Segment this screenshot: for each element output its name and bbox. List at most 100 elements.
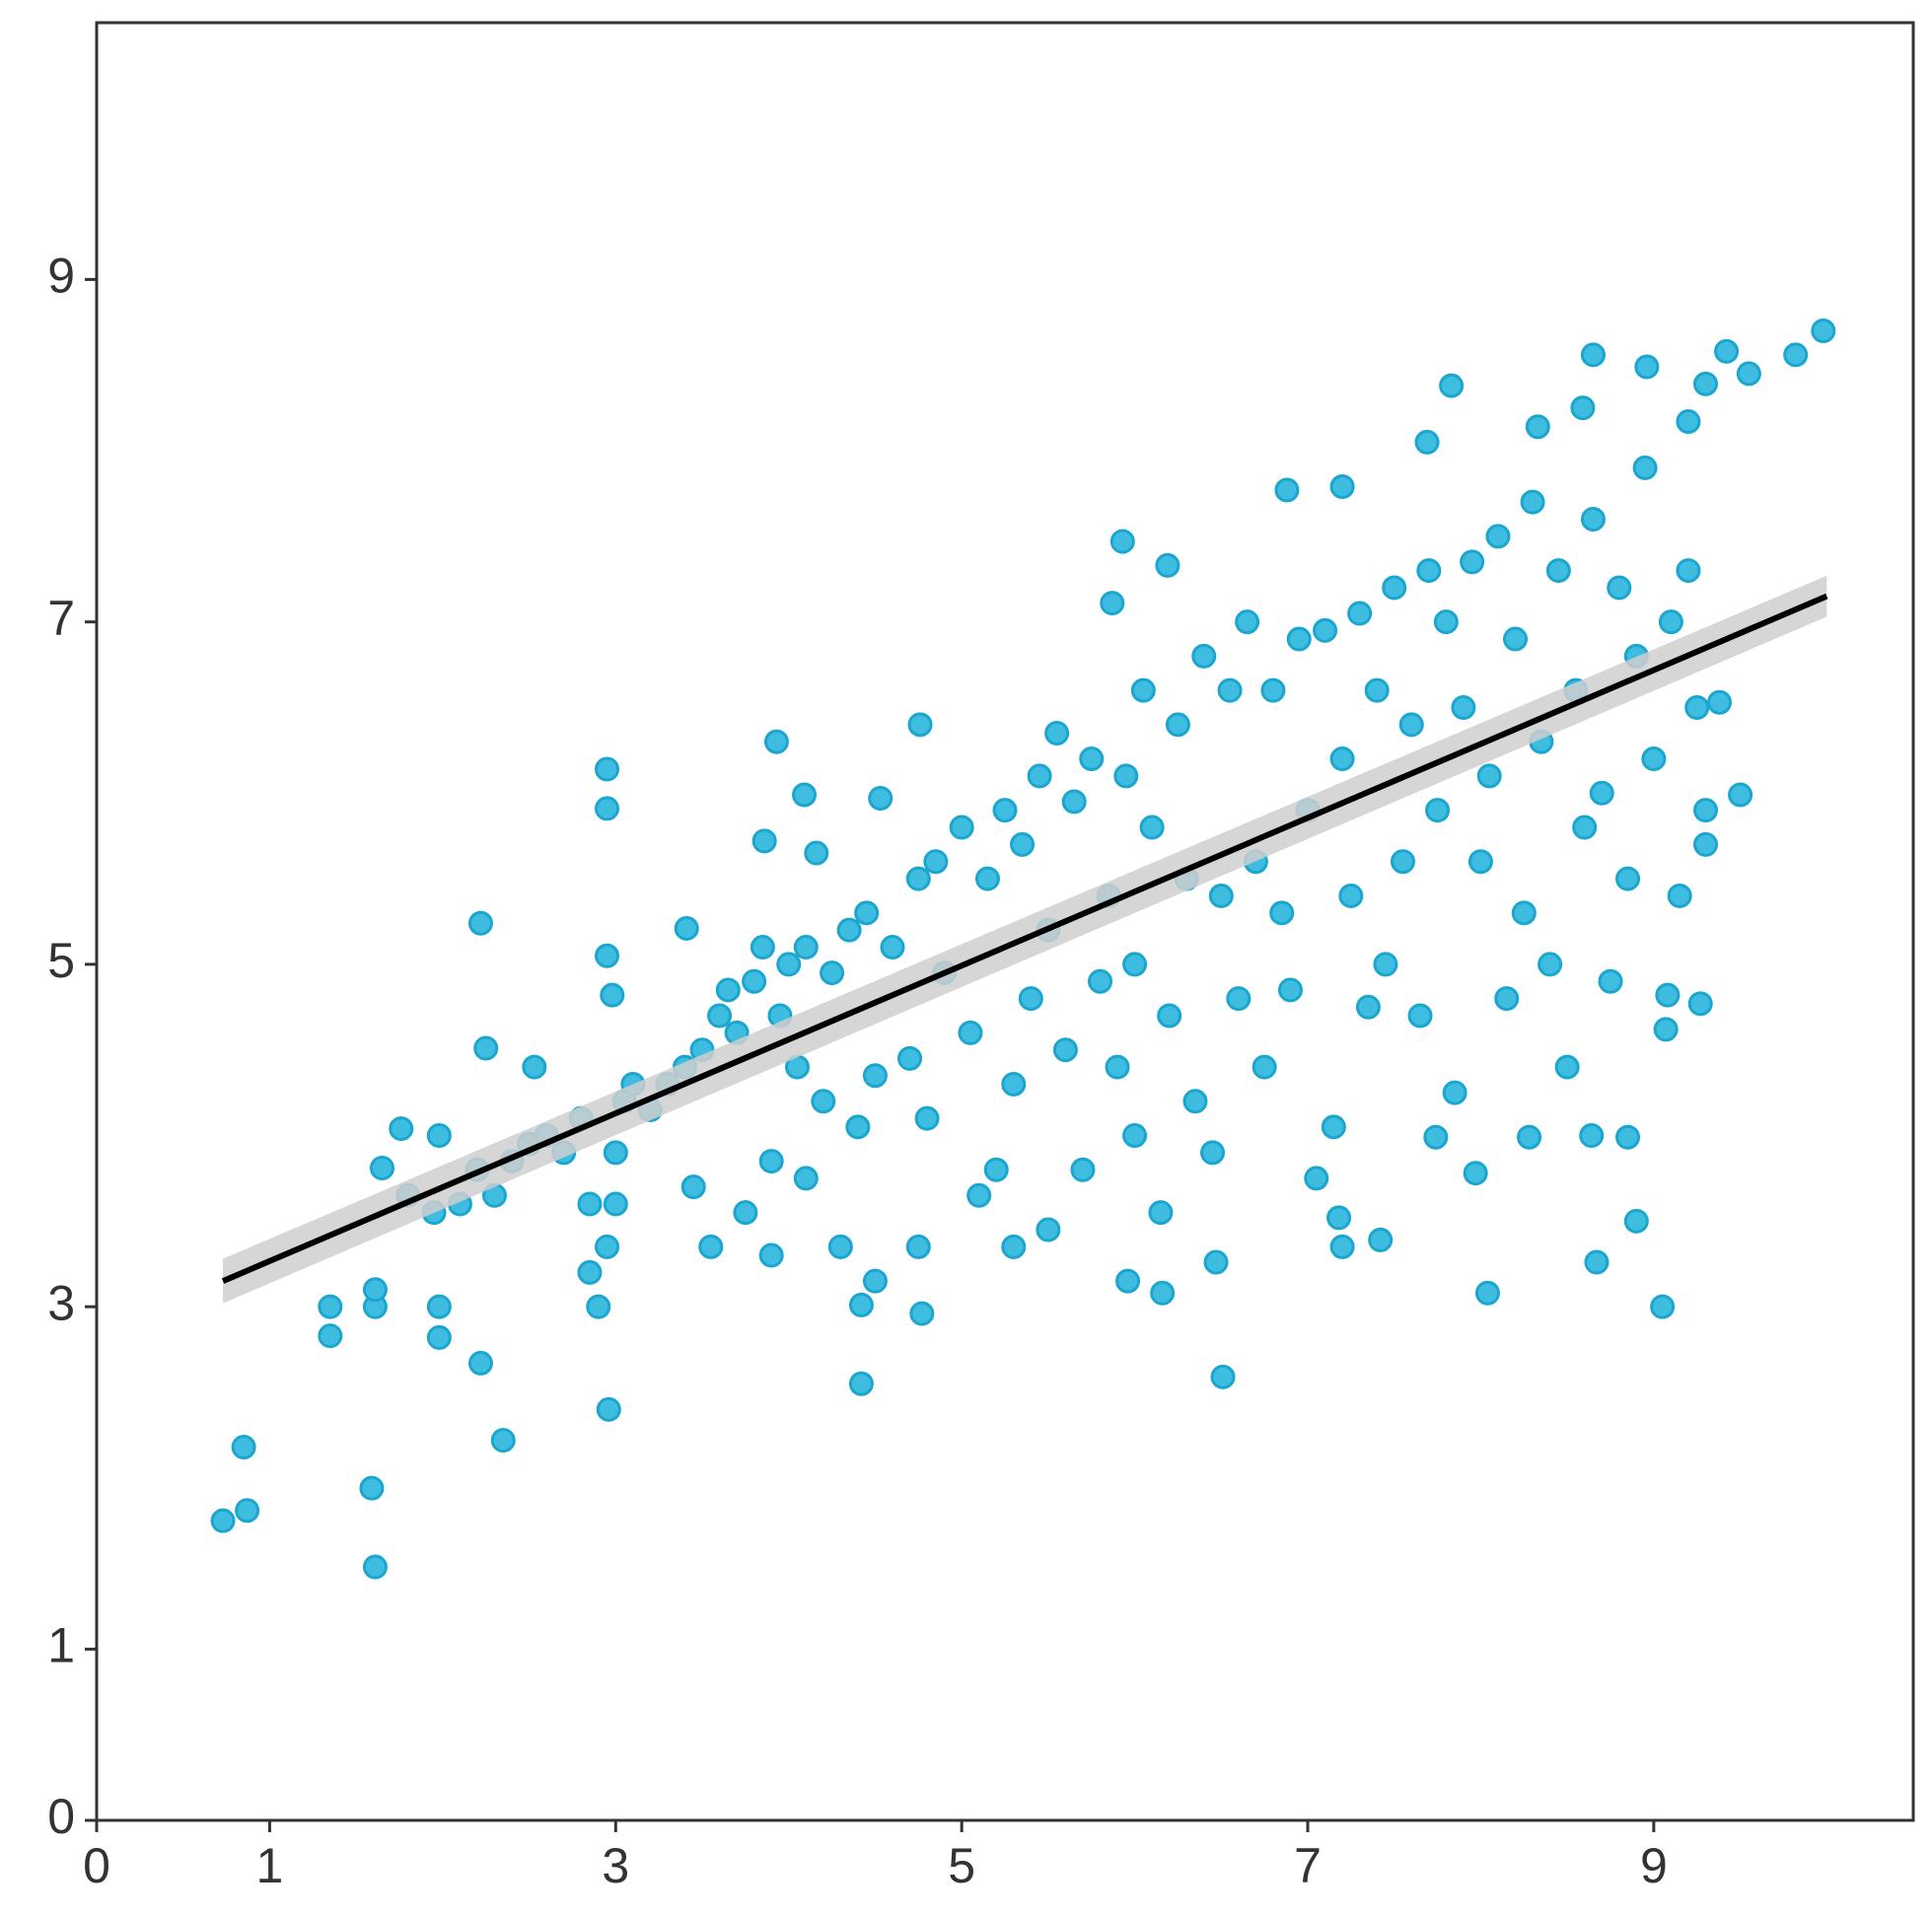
point bbox=[1653, 1017, 1679, 1042]
point bbox=[1584, 1249, 1610, 1275]
point bbox=[674, 915, 699, 941]
point bbox=[603, 1140, 628, 1166]
point bbox=[1150, 1280, 1176, 1306]
point bbox=[596, 1396, 621, 1422]
point bbox=[1191, 643, 1217, 669]
point bbox=[1503, 626, 1529, 652]
point bbox=[1390, 849, 1415, 875]
point bbox=[1070, 1157, 1096, 1182]
point bbox=[389, 1116, 414, 1142]
point bbox=[1355, 994, 1381, 1020]
point bbox=[1474, 1280, 1500, 1306]
point bbox=[359, 1475, 385, 1501]
point bbox=[793, 935, 819, 960]
point bbox=[776, 952, 802, 977]
point bbox=[603, 1191, 628, 1217]
point bbox=[1313, 617, 1338, 643]
point bbox=[1433, 609, 1459, 635]
point bbox=[586, 1294, 611, 1319]
point bbox=[1100, 591, 1125, 616]
point bbox=[1130, 677, 1156, 703]
point bbox=[1714, 338, 1740, 364]
point bbox=[1087, 968, 1112, 994]
point bbox=[983, 1157, 1009, 1182]
point bbox=[1736, 361, 1761, 387]
point bbox=[992, 798, 1018, 823]
point bbox=[949, 815, 974, 840]
point bbox=[1570, 395, 1596, 421]
point bbox=[1589, 780, 1614, 806]
point bbox=[1655, 982, 1681, 1008]
point bbox=[1326, 1205, 1352, 1231]
point bbox=[1692, 798, 1718, 823]
point bbox=[1044, 721, 1070, 746]
point bbox=[1463, 1161, 1488, 1186]
point bbox=[1203, 1249, 1229, 1275]
point bbox=[1692, 831, 1718, 857]
point bbox=[868, 785, 894, 811]
point bbox=[848, 1371, 874, 1396]
point bbox=[905, 866, 931, 891]
point bbox=[742, 968, 767, 994]
point bbox=[1027, 763, 1052, 789]
point bbox=[1580, 506, 1606, 532]
point bbox=[1260, 677, 1286, 703]
point bbox=[1692, 371, 1718, 396]
point bbox=[707, 1003, 733, 1029]
point bbox=[862, 1268, 888, 1294]
point bbox=[1425, 798, 1451, 823]
point bbox=[1155, 552, 1181, 578]
point bbox=[1382, 575, 1407, 601]
point bbox=[793, 1166, 819, 1191]
point bbox=[1423, 1124, 1449, 1150]
point bbox=[758, 1149, 784, 1174]
point bbox=[595, 943, 620, 968]
point bbox=[862, 1063, 888, 1089]
point bbox=[1274, 477, 1300, 503]
point bbox=[1061, 789, 1087, 815]
point bbox=[1811, 319, 1836, 344]
y-tick-label: 0 bbox=[47, 1789, 75, 1844]
point bbox=[1476, 763, 1502, 789]
point bbox=[1252, 1054, 1277, 1080]
point bbox=[369, 1156, 394, 1181]
point bbox=[522, 1054, 547, 1080]
point bbox=[1157, 1003, 1182, 1029]
point bbox=[1208, 883, 1234, 908]
point bbox=[1364, 677, 1390, 703]
point bbox=[733, 1200, 758, 1226]
point bbox=[362, 1277, 388, 1303]
point bbox=[1079, 746, 1105, 772]
point bbox=[1615, 866, 1641, 891]
point bbox=[715, 977, 741, 1003]
point bbox=[1632, 455, 1658, 480]
point bbox=[595, 796, 620, 821]
point bbox=[1416, 558, 1442, 584]
point bbox=[763, 729, 789, 754]
point bbox=[1165, 712, 1190, 738]
point bbox=[1538, 952, 1563, 977]
y-tick-label: 9 bbox=[47, 248, 75, 304]
point bbox=[1658, 609, 1683, 635]
point bbox=[905, 1234, 931, 1259]
point bbox=[577, 1191, 603, 1217]
point bbox=[914, 1105, 940, 1131]
point bbox=[680, 1174, 706, 1200]
point bbox=[1650, 1294, 1676, 1319]
point bbox=[1217, 677, 1243, 703]
point bbox=[426, 1324, 452, 1350]
point bbox=[804, 840, 829, 866]
y-tick-label: 3 bbox=[47, 1275, 75, 1330]
point bbox=[1115, 1268, 1141, 1294]
x-tick-label: 5 bbox=[948, 1838, 975, 1893]
x-tick-label: 0 bbox=[83, 1838, 110, 1893]
point bbox=[1304, 1166, 1329, 1191]
point bbox=[1210, 1364, 1236, 1389]
point bbox=[897, 1045, 923, 1071]
point bbox=[1615, 1124, 1641, 1150]
point bbox=[1687, 991, 1713, 1017]
point bbox=[600, 982, 625, 1008]
point bbox=[1676, 558, 1701, 584]
point bbox=[1607, 575, 1632, 601]
point bbox=[1579, 1123, 1605, 1149]
